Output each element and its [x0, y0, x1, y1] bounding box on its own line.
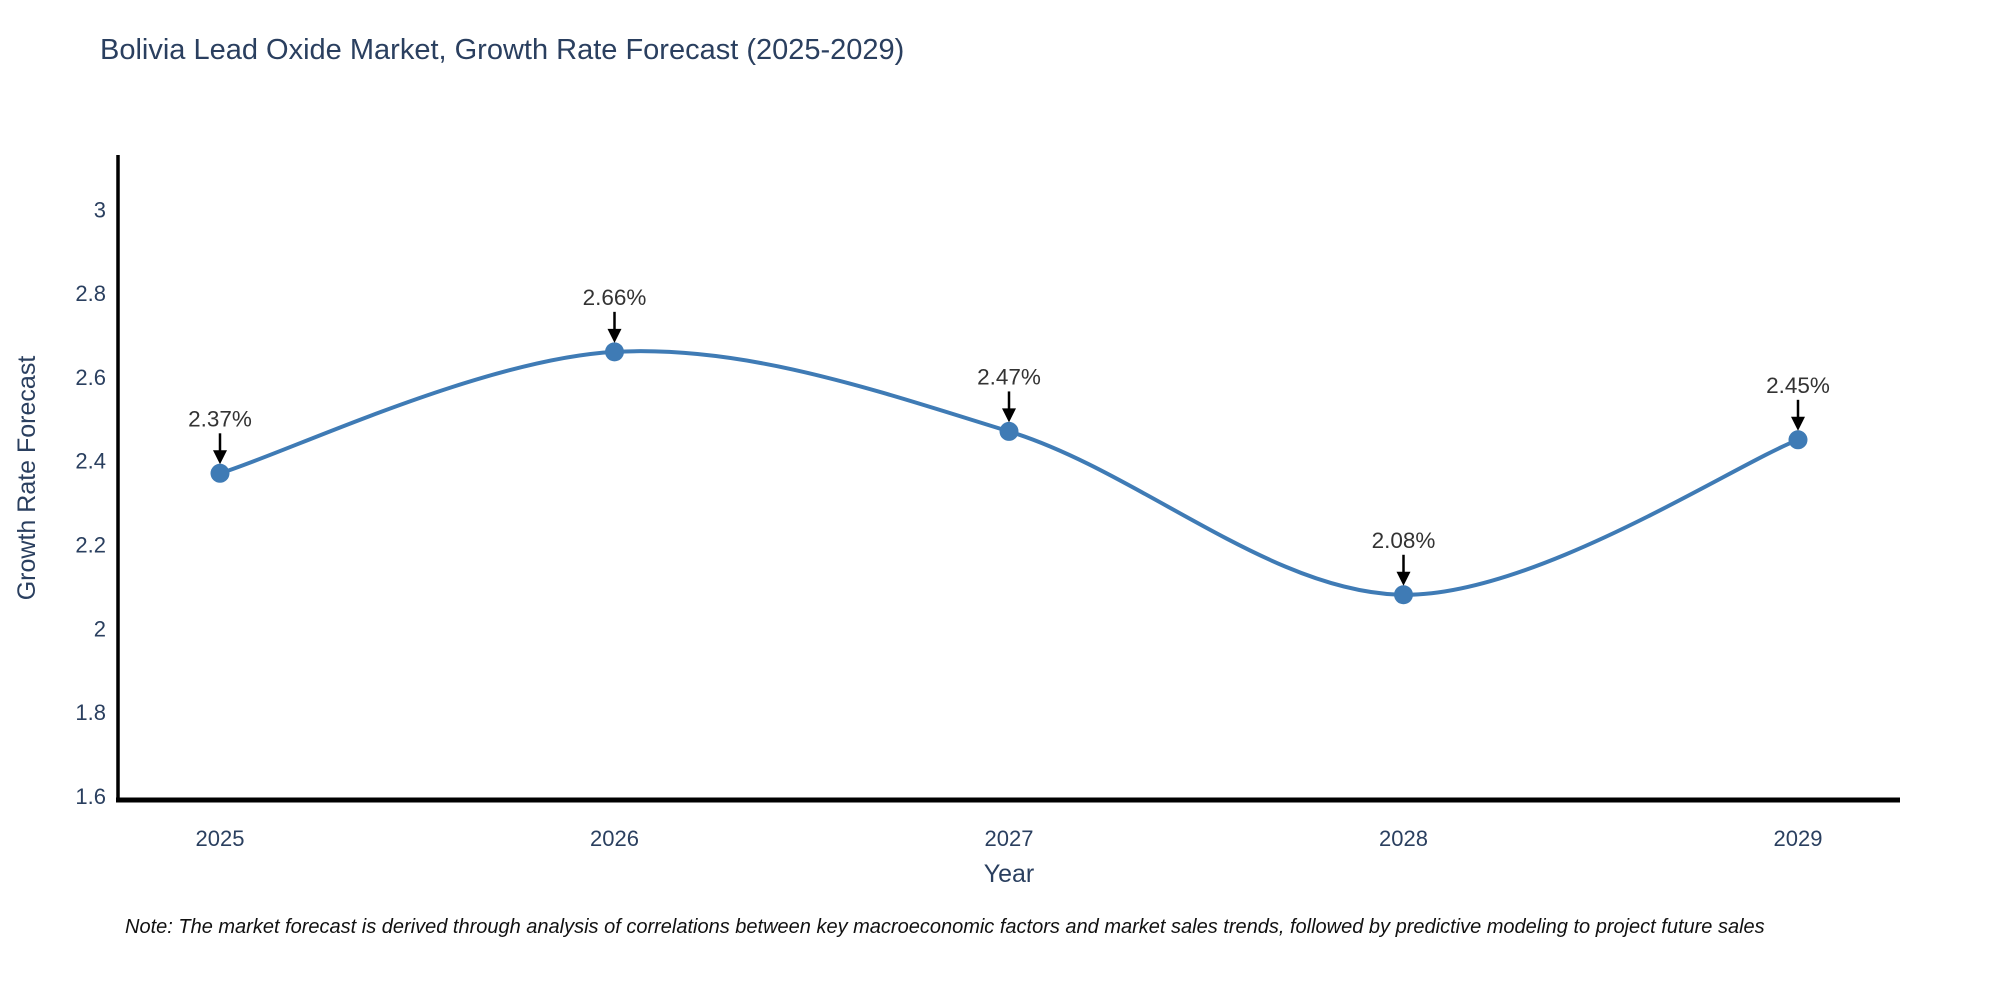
x-tick-label: 2027 [985, 826, 1034, 851]
chart-title: Bolivia Lead Oxide Market, Growth Rate F… [100, 34, 905, 66]
annotation-label: 2.45% [1766, 373, 1830, 398]
data-point-marker [210, 463, 230, 483]
data-point-marker [999, 421, 1019, 441]
annotation-label: 2.47% [977, 364, 1041, 389]
y-tick-label: 1.8 [75, 700, 106, 725]
x-tick-label: 2028 [1379, 826, 1428, 851]
y-tick-label: 2.6 [75, 365, 106, 390]
x-tick-label: 2026 [590, 826, 639, 851]
annotation-arrowhead-icon [607, 328, 622, 343]
y-tick-label: 1.6 [75, 784, 106, 809]
y-tick-label: 2.2 [75, 533, 106, 558]
annotation-arrowhead-icon [1791, 416, 1805, 431]
data-point-marker [1788, 430, 1808, 450]
x-axis-title: Year [983, 860, 1035, 888]
annotation-label: 2.08% [1372, 528, 1436, 553]
y-tick-label: 3 [94, 197, 106, 222]
annotation-arrowhead-icon [213, 450, 227, 465]
y-tick-label: 2.8 [75, 281, 106, 306]
x-tick-label: 2029 [1774, 826, 1823, 851]
annotation-arrowhead-icon [1002, 408, 1016, 423]
footnote: Note: The market forecast is derived thr… [125, 916, 1765, 938]
data-point-marker [605, 342, 624, 362]
y-tick-label: 2.4 [75, 449, 106, 474]
x-tick-label: 2025 [196, 826, 245, 851]
annotation-label: 2.37% [188, 406, 252, 431]
data-point-marker [1394, 585, 1413, 605]
annotation-label: 2.66% [583, 285, 647, 310]
annotation-arrowhead-icon [1396, 571, 1411, 586]
y-axis-title: Growth Rate Forecast [13, 355, 41, 601]
y-tick-label: 2 [94, 616, 106, 641]
